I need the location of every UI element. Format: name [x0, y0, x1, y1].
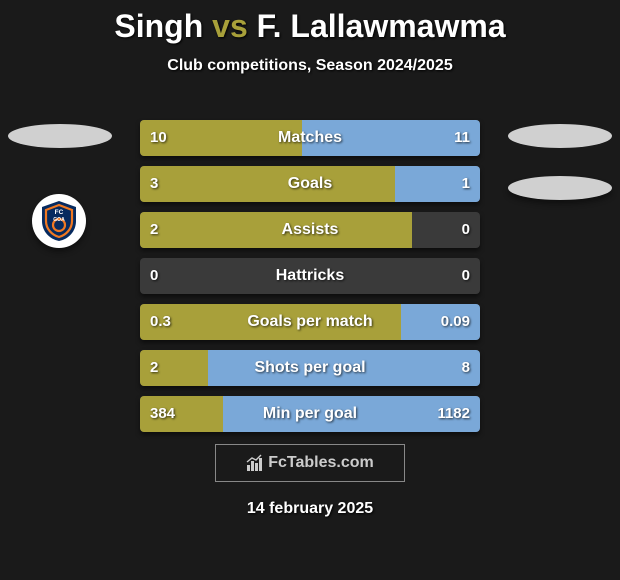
right-ellipse-shadow-1: [508, 124, 612, 148]
vs-separator: vs: [212, 8, 248, 44]
svg-text:FC: FC: [55, 209, 64, 216]
stat-label: Hattricks: [140, 258, 480, 294]
stat-row: 20Assists: [140, 212, 480, 248]
stat-row: 1011Matches: [140, 120, 480, 156]
player2-name: F. Lallawmawma: [257, 8, 506, 44]
stat-row: 00Hattricks: [140, 258, 480, 294]
stat-label: Goals per match: [140, 304, 480, 340]
comparison-date: 14 february 2025: [0, 500, 620, 518]
chart-icon: [246, 454, 264, 472]
footer-logo[interactable]: FcTables.com: [215, 444, 405, 482]
stat-row: 31Goals: [140, 166, 480, 202]
player1-name: Singh: [114, 8, 203, 44]
comparison-title: Singh vs F. Lallawmawma: [0, 0, 620, 45]
stat-label: Shots per goal: [140, 350, 480, 386]
stats-bars-container: 1011Matches 31Goals 20Assists 00Hattricks 0.…: [140, 120, 480, 442]
stat-label: Min per goal: [140, 396, 480, 432]
left-ellipse-shadow: [8, 124, 112, 148]
right-ellipse-shadow-2: [508, 176, 612, 200]
stat-row: 3841182Min per goal: [140, 396, 480, 432]
fc-goa-logo-icon: FC GOA: [37, 199, 81, 243]
subtitle: Club competitions, Season 2024/2025: [0, 57, 620, 75]
team-badge: FC GOA: [32, 194, 86, 248]
stat-label: Goals: [140, 166, 480, 202]
svg-text:GOA: GOA: [53, 217, 65, 223]
stat-label: Matches: [140, 120, 480, 156]
stat-label: Assists: [140, 212, 480, 248]
stat-row: 0.30.09Goals per match: [140, 304, 480, 340]
footer-site-text: FcTables.com: [268, 454, 374, 472]
stat-row: 28Shots per goal: [140, 350, 480, 386]
